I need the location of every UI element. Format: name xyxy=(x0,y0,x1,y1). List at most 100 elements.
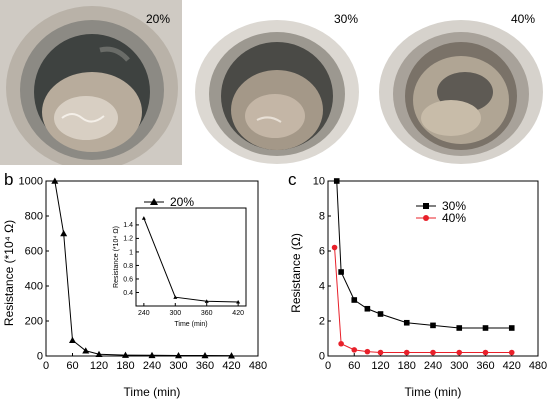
b-series-20-point xyxy=(69,336,76,344)
b-plot-frame xyxy=(45,180,259,357)
beaker-photo-30 xyxy=(185,0,367,165)
c-series-30-point xyxy=(482,325,489,331)
b-series-20-point xyxy=(175,351,182,359)
b-series-20-line xyxy=(54,180,232,357)
inset-xtick-label: 420 xyxy=(232,310,244,317)
c-plot-frame xyxy=(327,180,539,357)
inset-ytick-label: 0.6 xyxy=(123,276,133,283)
c-series-40-point xyxy=(331,244,338,251)
c-series-40-point xyxy=(377,349,384,356)
c-xtick-label: 480 xyxy=(529,360,547,372)
c-ytick-label: 8 xyxy=(319,211,325,223)
c-xtick-label: 60 xyxy=(348,360,360,372)
b-ylabel: Resistance (*10⁴ Ω) xyxy=(2,220,16,326)
b-xlabel: Time (min) xyxy=(124,385,181,399)
b-ytick-label: 400 xyxy=(25,281,43,293)
inset-xlabel: Time (min) xyxy=(174,321,207,328)
b-series-20-point xyxy=(51,177,59,184)
c-series-40-point xyxy=(364,348,371,355)
legend-label-30: 30% xyxy=(442,199,466,213)
legend-label-20: 20% xyxy=(170,195,194,209)
c-xtick-label: 120 xyxy=(371,360,389,372)
inset-xtick-label: 240 xyxy=(138,310,150,317)
c-ytick-label: 0 xyxy=(319,351,325,363)
b-xtick-label: 480 xyxy=(249,360,267,372)
inset-series-point xyxy=(236,299,241,304)
photo-label-20: 20% xyxy=(146,12,171,26)
beaker-photo-40 xyxy=(369,0,550,165)
legend-marker-30 xyxy=(423,203,429,209)
inset-ytick-label: 1.2 xyxy=(123,236,133,243)
photo-label-40: 40% xyxy=(511,12,536,26)
inset-ylabel: Resistance (*10⁴ Ω) xyxy=(113,226,120,288)
beaker-photo-20 xyxy=(0,0,182,165)
c-ytick-label: 10 xyxy=(313,176,325,188)
c-series-30-point xyxy=(403,319,410,326)
b-series-20-point xyxy=(201,351,209,359)
legend-label-40: 40% xyxy=(442,211,466,225)
c-xlabel: Time (min) xyxy=(405,385,462,399)
c-series-30-point xyxy=(338,269,344,275)
inset-ytick-label: 1 xyxy=(129,249,133,256)
c-series-30-point xyxy=(430,322,436,329)
c-series-30-point xyxy=(333,178,340,184)
b-series-20-point xyxy=(95,350,103,358)
inset-ytick-label: 0.4 xyxy=(123,290,133,297)
b-xtick-label: 300 xyxy=(169,360,187,372)
c-xtick-label: 420 xyxy=(503,360,521,372)
c-series-40-point xyxy=(508,349,515,356)
b-xtick-label: 180 xyxy=(116,360,134,372)
c-ytick-label: 4 xyxy=(319,281,325,293)
c-series-40-point xyxy=(403,349,410,356)
c-series-40-point xyxy=(351,347,358,353)
panel-label-b: b xyxy=(4,170,14,189)
b-xtick-label: 240 xyxy=(143,360,161,372)
b-ytick-label: 800 xyxy=(25,211,43,223)
b-xtick-label: 360 xyxy=(196,360,214,372)
c-series-30-point xyxy=(351,297,358,303)
inset-ytick-label: 1.4 xyxy=(123,222,133,229)
c-xtick-label: 0 xyxy=(325,360,331,372)
c-series-40-point xyxy=(430,349,436,356)
c-series-30-line xyxy=(336,180,512,329)
c-series-40-point xyxy=(456,349,463,356)
b-xtick-label: 420 xyxy=(222,360,240,372)
inset-series-point xyxy=(204,299,209,303)
inset-xtick-label: 360 xyxy=(201,310,213,317)
b-series-20-point xyxy=(82,347,90,354)
legend-marker-20 xyxy=(150,198,158,205)
c-ytick-label: 6 xyxy=(319,246,325,258)
c-series-30-point xyxy=(456,325,463,331)
c-xtick-label: 240 xyxy=(424,360,442,372)
c-series-30-point xyxy=(377,311,384,317)
c-series-30-point xyxy=(364,305,371,312)
b-ytick-label: 0 xyxy=(37,351,43,363)
photo-label-30: 30% xyxy=(334,12,359,26)
inset-series-point xyxy=(141,216,146,220)
b-ytick-label: 600 xyxy=(25,246,43,258)
inset-plot-frame xyxy=(135,207,247,307)
c-series-40-line xyxy=(334,247,512,353)
legend-marker-40 xyxy=(423,215,429,221)
inset-series-line xyxy=(143,217,239,303)
c-series-40-point xyxy=(338,340,344,347)
b-xtick-label: 60 xyxy=(66,360,78,372)
panel-label-c: c xyxy=(288,170,297,189)
b-series-20-point xyxy=(122,351,129,358)
b-series-20-point xyxy=(228,352,235,359)
inset-ytick-label: 0.8 xyxy=(123,263,133,270)
b-series-20-point xyxy=(148,351,156,359)
b-xtick-label: 0 xyxy=(43,360,49,372)
inset-xtick-label: 300 xyxy=(169,310,181,317)
c-xtick-label: 300 xyxy=(450,360,468,372)
b-xtick-label: 120 xyxy=(90,360,108,372)
b-ytick-label: 1000 xyxy=(19,176,43,188)
c-ylabel: Resistance (Ω) xyxy=(289,233,303,313)
inset-series-point xyxy=(173,295,178,299)
c-series-30-point xyxy=(508,325,515,331)
b-series-20-point xyxy=(60,230,68,237)
c-ytick-label: 2 xyxy=(319,316,325,328)
b-ytick-label: 200 xyxy=(25,316,43,328)
c-xtick-label: 360 xyxy=(476,360,494,372)
